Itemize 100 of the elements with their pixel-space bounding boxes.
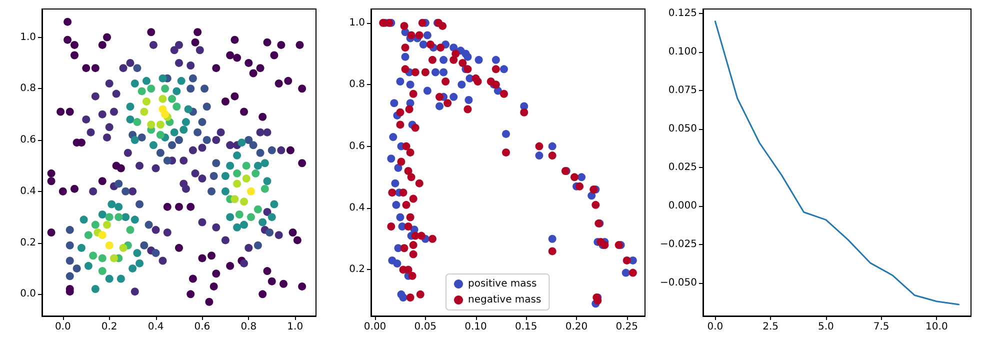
point bbox=[244, 136, 253, 144]
point bbox=[175, 58, 183, 67]
point bbox=[156, 148, 164, 157]
point bbox=[246, 187, 255, 196]
line-series bbox=[714, 20, 960, 306]
point bbox=[91, 92, 100, 100]
point bbox=[263, 177, 272, 186]
point bbox=[254, 205, 262, 214]
point bbox=[66, 256, 74, 265]
point bbox=[158, 94, 167, 103]
y-tick-label: 0.2 bbox=[349, 264, 365, 276]
point bbox=[274, 231, 283, 240]
point bbox=[149, 141, 158, 150]
point bbox=[202, 102, 211, 111]
point bbox=[149, 40, 158, 49]
x-tick-label: 5.0 bbox=[818, 322, 834, 332]
point bbox=[186, 62, 195, 70]
point bbox=[254, 241, 262, 250]
point bbox=[246, 213, 255, 222]
point bbox=[216, 128, 225, 136]
point bbox=[226, 162, 234, 170]
point bbox=[105, 274, 114, 283]
point bbox=[240, 198, 248, 206]
point bbox=[226, 141, 234, 150]
point bbox=[242, 162, 250, 170]
x-tick-label: 2.5 bbox=[762, 322, 779, 332]
x-tick-label: 0.0 bbox=[54, 322, 71, 332]
point bbox=[161, 110, 170, 118]
point bbox=[233, 180, 242, 188]
point bbox=[256, 128, 264, 136]
point bbox=[212, 159, 220, 168]
point bbox=[266, 228, 274, 237]
point bbox=[105, 241, 114, 250]
point bbox=[114, 213, 123, 222]
point bbox=[242, 174, 250, 183]
point bbox=[98, 210, 106, 219]
point bbox=[133, 64, 142, 72]
point bbox=[161, 84, 170, 93]
point bbox=[270, 200, 278, 208]
point bbox=[122, 187, 130, 196]
y-tick-label: 0.4 bbox=[20, 186, 36, 197]
x-tick-label: 0.20 bbox=[565, 322, 588, 332]
point bbox=[130, 216, 139, 224]
y-tick-label: 0.125 bbox=[668, 8, 698, 20]
x-tick-label: 0.8 bbox=[240, 322, 257, 332]
point bbox=[180, 156, 188, 165]
point bbox=[198, 144, 206, 152]
point bbox=[188, 74, 197, 82]
point bbox=[221, 172, 230, 180]
point bbox=[163, 156, 172, 165]
point bbox=[182, 118, 190, 126]
y-tick-label: 0.8 bbox=[349, 79, 365, 90]
point bbox=[254, 162, 262, 170]
point bbox=[91, 285, 100, 294]
point bbox=[98, 254, 106, 262]
point bbox=[136, 259, 144, 268]
point bbox=[89, 187, 98, 196]
point bbox=[130, 288, 139, 296]
point bbox=[66, 241, 74, 250]
y-tick-label: 0.075 bbox=[668, 85, 698, 96]
y-tick-label: 0.6 bbox=[349, 140, 365, 152]
point bbox=[198, 118, 206, 126]
point bbox=[210, 172, 218, 180]
point bbox=[163, 228, 172, 237]
point bbox=[126, 115, 134, 124]
point bbox=[172, 102, 181, 111]
point bbox=[136, 200, 144, 208]
point bbox=[226, 213, 234, 222]
point bbox=[105, 80, 114, 88]
point bbox=[142, 76, 150, 85]
y-tick-label: 0.4 bbox=[349, 202, 365, 214]
point bbox=[91, 220, 100, 229]
y-tick-label: −0.050 bbox=[660, 277, 698, 288]
point bbox=[140, 108, 148, 116]
point bbox=[119, 64, 128, 72]
point bbox=[110, 108, 118, 116]
point bbox=[268, 213, 276, 222]
point bbox=[66, 226, 74, 234]
point bbox=[80, 216, 88, 224]
point bbox=[98, 110, 106, 118]
x-tick-label: 0.6 bbox=[194, 322, 210, 332]
point bbox=[103, 133, 112, 142]
point bbox=[170, 128, 178, 136]
point bbox=[114, 202, 123, 211]
point bbox=[77, 244, 86, 252]
point bbox=[177, 76, 186, 85]
point bbox=[233, 223, 242, 232]
point bbox=[138, 87, 146, 96]
y-tick-label: 0.2 bbox=[20, 237, 36, 248]
point bbox=[140, 241, 148, 250]
point bbox=[108, 200, 116, 208]
point bbox=[235, 210, 244, 219]
point bbox=[112, 90, 120, 98]
x-tick-label: 7.5 bbox=[873, 322, 890, 332]
point bbox=[133, 118, 142, 126]
x-tick-label: 1.0 bbox=[287, 322, 304, 332]
y-tick-label: 1.0 bbox=[20, 32, 36, 43]
point bbox=[168, 94, 176, 103]
point bbox=[188, 146, 197, 154]
point bbox=[156, 120, 164, 129]
